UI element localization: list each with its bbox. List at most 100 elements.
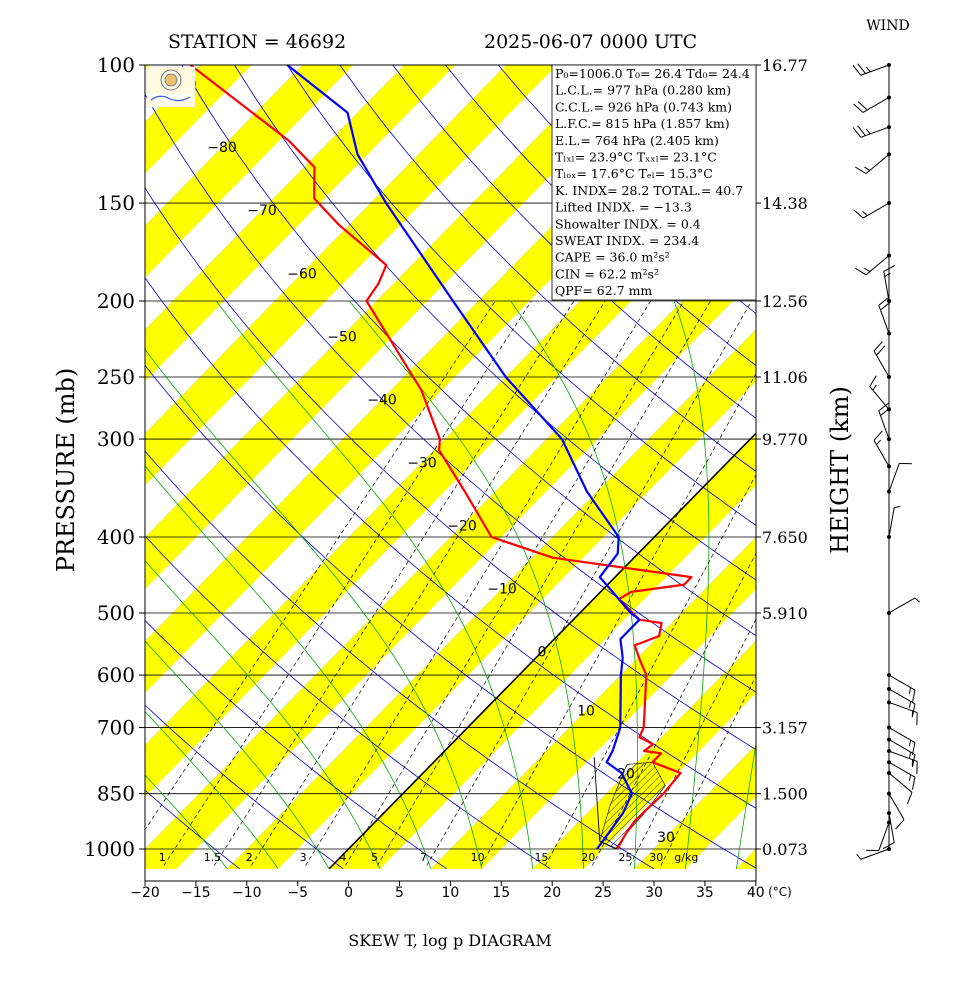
moist-adiabat — [145, 348, 483, 869]
wind-barb-half-feather — [908, 687, 912, 694]
isotherm-label: −30 — [407, 455, 437, 471]
wind-barb-staff — [888, 507, 895, 538]
mixing-ratio-line — [426, 300, 752, 866]
wind-barb — [852, 125, 891, 138]
mixing-ratio-line — [480, 372, 756, 866]
mixing-ratio-label: 10 — [471, 851, 485, 864]
wind-barb-feather — [911, 754, 916, 767]
wind-barb — [878, 297, 891, 336]
moist-adiabat — [736, 741, 756, 869]
wind-barb-half-feather — [872, 384, 877, 391]
wind-barb-feather — [873, 341, 883, 352]
wind-barb — [856, 847, 891, 860]
height-tick-label: 11.06 — [762, 368, 808, 387]
wind-barb-half-feather — [914, 597, 921, 603]
temperature-tick-label: −10 — [232, 885, 262, 901]
wind-barb-feather — [876, 345, 886, 356]
dry-adiabat — [286, 65, 756, 526]
isotherm-line — [145, 65, 609, 538]
mixing-ratio-line — [251, 300, 606, 866]
temperature-tick-label: 25 — [594, 885, 612, 901]
sounding-series — [189, 65, 693, 850]
wind-barb-feather — [854, 267, 867, 276]
mixing-ratio-line — [376, 300, 711, 866]
pressure-tick-label: 850 — [97, 782, 135, 806]
dry-adiabat — [145, 704, 344, 870]
wind-barb — [853, 95, 891, 113]
pressure-tick-label: 700 — [97, 716, 135, 740]
pressure-tick-label: 600 — [97, 663, 135, 687]
wind-barb-half-feather — [862, 210, 868, 216]
dry-adiabat — [339, 65, 756, 472]
wind-barb-staff — [888, 813, 895, 843]
moist-adiabat — [673, 300, 710, 869]
pressure-tick-label: 150 — [97, 191, 135, 215]
wind-barb-feather — [857, 101, 868, 111]
wind-barb — [852, 63, 891, 76]
mixing-ratio-label: 15 — [534, 851, 548, 864]
index-line: L.C.L.= 977 hPa (0.280 km) — [555, 83, 731, 98]
wind-barb-half-feather — [864, 166, 871, 171]
wind-barb-feather — [883, 265, 896, 272]
height-tick-label: 7.650 — [762, 528, 808, 547]
wind-profile — [852, 63, 921, 860]
temperature-tick-label: 20 — [543, 885, 561, 901]
moist-adiabat — [215, 300, 534, 869]
wind-barb-staff — [883, 271, 890, 302]
wind-barb-staff — [860, 848, 890, 860]
index-line: Tₗₒₓ= 17.6°C Tₑₗ= 15.3°C — [555, 166, 713, 181]
wind-barb-feather — [906, 792, 913, 805]
wind-barb — [854, 253, 891, 276]
dry-adiabat — [145, 789, 240, 870]
isotherm-stripe — [634, 744, 756, 869]
wind-barb — [887, 749, 918, 774]
mixing-ratio-label: 5 — [371, 851, 378, 864]
temperature-tick-label: −5 — [287, 885, 308, 901]
dry-adiabat — [145, 93, 756, 693]
mixing-ratio-line — [305, 300, 651, 866]
wind-barb-staff — [873, 350, 890, 378]
pressure-tick-label: 300 — [97, 427, 135, 451]
wind-barb-half-feather — [865, 66, 871, 73]
isotherm-label: −50 — [327, 329, 357, 345]
wind-barb-staff — [878, 822, 890, 851]
height-axis: 16.77 14.38 12.56 11.06 9.770 7.650 5.910 3.157… — [756, 56, 808, 859]
wind-barb — [887, 771, 913, 805]
isotherm-label: 10 — [577, 704, 595, 720]
wind-barb — [873, 341, 891, 379]
wind-barb — [882, 811, 895, 850]
temperature-tick-label: −15 — [181, 885, 211, 901]
mixing-ratio-label: 4 — [339, 851, 346, 864]
isotherm-label: 30 — [657, 830, 675, 846]
wind-barb-feather — [853, 103, 864, 113]
wind-barb — [866, 820, 891, 852]
wind-barb-feather — [878, 402, 889, 412]
wind-barb — [887, 673, 916, 703]
moist-adiabat — [145, 465, 432, 869]
isotherm-line — [532, 640, 756, 869]
wind-barb-feather — [853, 209, 864, 219]
height-tick-label: 0.073 — [762, 840, 808, 859]
isotherm-label: 0 — [538, 645, 547, 661]
wind-barb — [854, 152, 891, 175]
index-line: P₀=1006.0 T₀= 26.4 Td₀= 24.4 — [555, 66, 750, 81]
wind-barb-feather — [880, 301, 891, 311]
wind-barb-feather — [852, 127, 862, 138]
datetime-label: 2025-06-07 0000 UTC — [484, 31, 697, 53]
wind-barb-staff — [878, 305, 890, 334]
wind-barb-feather — [857, 63, 866, 74]
moist-adiabat — [145, 774, 228, 870]
pressure-tick-label: 400 — [97, 525, 135, 549]
wind-barb-half-feather — [876, 439, 882, 445]
wind-barb-feather — [878, 297, 889, 306]
wind-barb-staff — [865, 255, 890, 276]
pressure-tick-label: 500 — [97, 601, 135, 625]
dry-adiabat — [145, 187, 756, 751]
isotherm-label: −70 — [247, 203, 277, 219]
dry-adiabat — [145, 619, 447, 870]
mixing-ratio-line — [544, 473, 756, 866]
wind-title: WIND — [866, 18, 909, 34]
wind-barb-feather — [880, 407, 891, 416]
wind-barb-feather — [854, 166, 867, 175]
